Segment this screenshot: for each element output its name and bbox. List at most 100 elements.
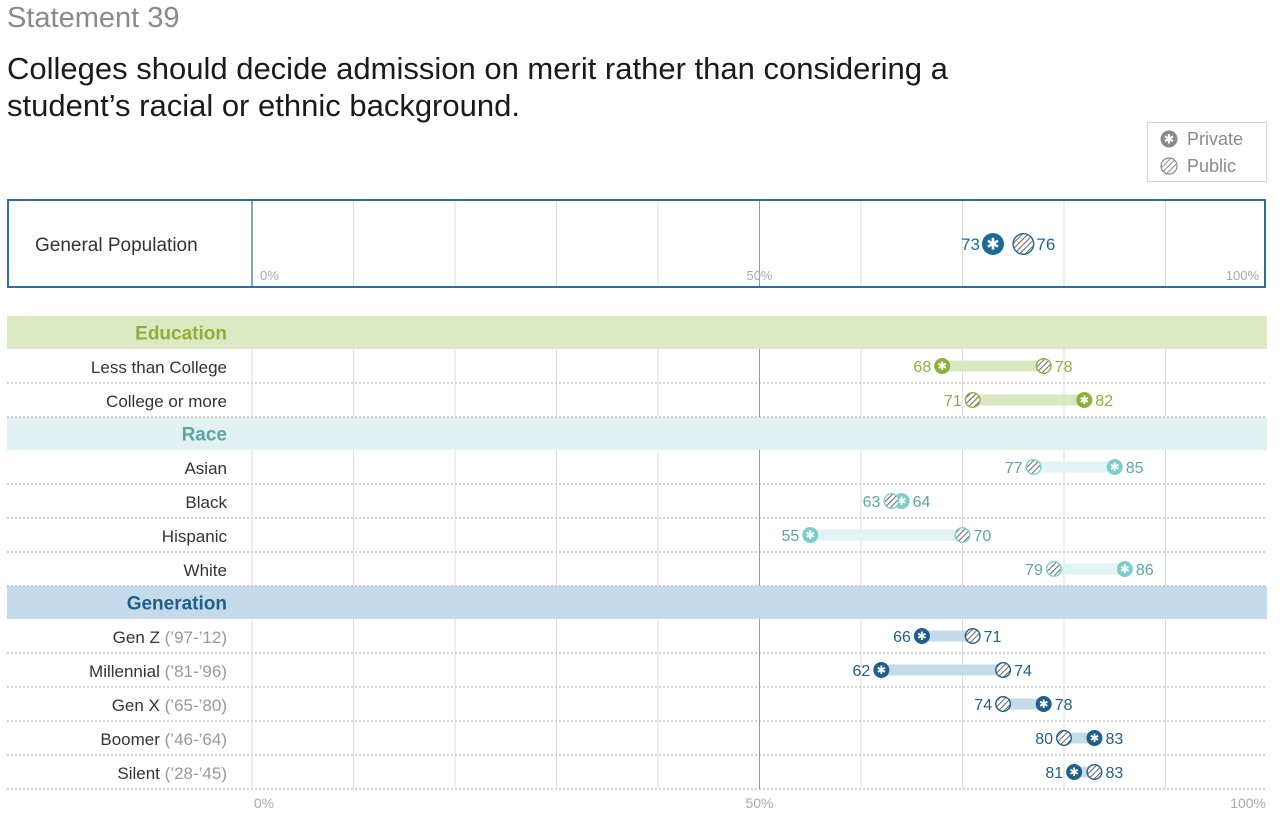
row-label-name: Silent (117, 764, 160, 783)
group-band (7, 316, 1267, 349)
data-label: 74 (974, 697, 992, 714)
row-label: Less than College (91, 358, 227, 377)
chart-title: Colleges should decide admission on meri… (7, 51, 948, 123)
data-label: 82 (1095, 393, 1113, 410)
row-label: College or more (106, 392, 227, 411)
star-in-circle-icon: ✱ (1160, 130, 1178, 148)
data-label: 73 (961, 235, 980, 254)
row-label-name: Black (185, 493, 227, 512)
data-label: 78 (1055, 697, 1073, 714)
data-label: 80 (1035, 731, 1053, 748)
data-label: 83 (1105, 731, 1123, 748)
row-label-name: Hispanic (162, 527, 228, 546)
tick-label: 50% (745, 795, 773, 811)
private-marker: ✱ (873, 662, 890, 678)
svg-text:✱: ✱ (937, 359, 947, 373)
group-band (7, 417, 1267, 450)
private-marker: ✱ (1106, 459, 1123, 475)
svg-text:✱: ✱ (1120, 562, 1130, 576)
public-marker (1086, 764, 1103, 781)
public-marker (1045, 561, 1062, 578)
row-label: Hispanic (162, 527, 228, 546)
private-marker: ✱ (913, 628, 930, 644)
hatched-circle-icon (1160, 157, 1178, 175)
row-label-years: (’97-’12) (160, 628, 227, 647)
svg-text:✱: ✱ (805, 528, 815, 542)
tick-label: 50% (746, 268, 772, 283)
data-label: 68 (913, 359, 931, 376)
public-marker (964, 628, 981, 645)
group-label: Education (135, 324, 227, 345)
tick-label: 0% (260, 268, 279, 283)
data-label: 78 (1055, 359, 1073, 376)
row-label-name: Boomer (100, 730, 160, 749)
data-label: 79 (1025, 562, 1043, 579)
general-public-marker (1012, 232, 1035, 255)
svg-text:✱: ✱ (1090, 731, 1100, 745)
legend-item-private: ✱ Private (1160, 127, 1243, 151)
row-label: Gen X (’65-’80) (112, 696, 227, 715)
data-label: 83 (1105, 765, 1123, 782)
row-label-years: (’81-’96) (160, 662, 227, 681)
data-label: 63 (863, 494, 881, 511)
row-label-name: White (184, 561, 227, 580)
svg-text:✱: ✱ (876, 663, 886, 677)
group-band (7, 586, 1267, 619)
private-marker: ✱ (1035, 696, 1052, 712)
public-marker (995, 662, 1012, 679)
svg-text:✱: ✱ (986, 235, 999, 254)
private-marker: ✱ (1086, 730, 1103, 746)
statement-number: Statement 39 (7, 2, 180, 34)
public-marker (995, 696, 1012, 713)
group-label: Generation (127, 594, 227, 615)
general-population-label: General Population (35, 235, 198, 256)
public-marker (1025, 459, 1042, 476)
svg-text:✱: ✱ (1079, 393, 1089, 407)
data-label: 70 (974, 528, 992, 545)
data-label: 55 (781, 528, 799, 545)
private-marker: ✱ (1076, 392, 1093, 408)
private-marker: ✱ (1066, 764, 1083, 780)
svg-text:✱: ✱ (1039, 697, 1049, 711)
svg-text:✱: ✱ (1164, 133, 1175, 148)
data-label: 76 (1036, 235, 1055, 254)
row-label-years: (’65-’80) (160, 696, 227, 715)
row-label: Gen Z (’97-’12) (113, 628, 227, 647)
data-label: 71 (984, 629, 1002, 646)
data-label: 74 (1014, 663, 1032, 680)
row-label-name: Less than College (91, 358, 227, 377)
row-label-name: Gen Z (113, 628, 160, 647)
group-label: Race (182, 425, 227, 446)
tick-label: 0% (254, 795, 274, 811)
public-marker (1055, 730, 1072, 747)
general-population-panel (7, 199, 1266, 288)
data-label: 62 (853, 663, 871, 680)
tick-label: 100% (1230, 795, 1266, 811)
public-marker (954, 527, 971, 544)
data-label: 71 (944, 393, 962, 410)
svg-text:✱: ✱ (1110, 460, 1120, 474)
public-marker (1035, 358, 1052, 375)
row-label: Millennial (’81-’96) (89, 662, 227, 681)
legend-item-public: Public (1160, 154, 1236, 178)
public-marker (883, 493, 900, 510)
row-label: Boomer (’46-’64) (100, 730, 227, 749)
row-label-years: (’28-’45) (160, 764, 227, 783)
data-label: 81 (1045, 765, 1063, 782)
general-private-marker: ✱ (981, 233, 1004, 255)
private-marker: ✱ (802, 527, 819, 543)
svg-text:✱: ✱ (1069, 765, 1079, 779)
legend-private-label: Private (1187, 128, 1244, 149)
row-label: Silent (’28-’45) (117, 764, 227, 783)
legend-public-label: Public (1187, 155, 1237, 176)
row-label-name: Millennial (89, 662, 160, 681)
data-label: 86 (1136, 562, 1154, 579)
data-label: 64 (913, 494, 931, 511)
legend: ✱ Private Public (1147, 122, 1267, 182)
public-marker (964, 392, 981, 409)
row-label: Black (185, 493, 227, 512)
data-label: 85 (1126, 460, 1144, 477)
data-label: 77 (1005, 460, 1023, 477)
svg-text:✱: ✱ (897, 494, 907, 508)
